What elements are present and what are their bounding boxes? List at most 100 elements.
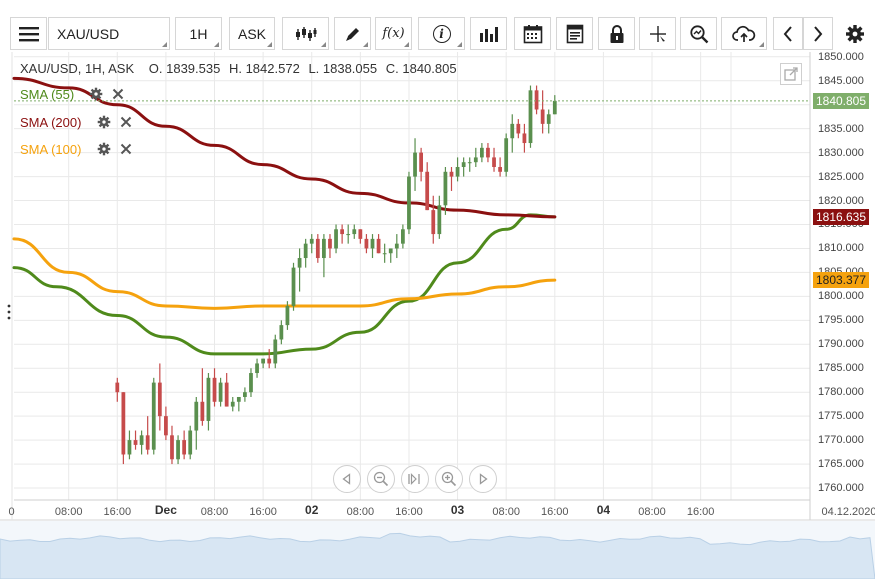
time-tick-label: 16:00 <box>395 506 423 518</box>
candle <box>473 147 478 167</box>
candle <box>540 90 545 134</box>
price-tick-label: 1795.000 <box>818 314 864 327</box>
candle <box>243 387 247 402</box>
dropdown-corner-icon <box>759 42 764 47</box>
candle-body <box>498 166 502 172</box>
legend-sma-200[interactable]: SMA (200) <box>20 113 132 131</box>
draw-tool-button[interactable] <box>334 17 371 50</box>
sma-200-settings-gear-icon[interactable] <box>96 114 112 130</box>
candle-body <box>479 147 484 158</box>
candle <box>449 166 454 191</box>
sma-100-settings-gear-icon[interactable] <box>96 141 112 157</box>
candle <box>455 157 460 182</box>
candle-body <box>467 162 472 164</box>
candle-body <box>401 229 405 244</box>
volume-button[interactable] <box>470 17 507 50</box>
ohlc-readout: XAU/USD, 1H, ASK O. 1839.535 H. 1842.572… <box>20 61 462 76</box>
pan-right-button[interactable] <box>469 465 497 493</box>
candle-body <box>164 416 168 436</box>
pan-left-button[interactable] <box>333 465 361 493</box>
zoom-button[interactable] <box>680 17 717 50</box>
calendar-button[interactable] <box>514 17 551 50</box>
candle-body <box>334 229 338 249</box>
menu-button[interactable] <box>10 17 47 50</box>
dropdown-corner-icon <box>321 42 326 47</box>
candle-body <box>322 238 326 259</box>
candle <box>309 234 314 254</box>
price-type-label: ASK <box>237 25 266 42</box>
dropdown-corner-icon <box>267 42 272 47</box>
candle-body <box>206 377 211 421</box>
candle <box>364 234 369 254</box>
candle-body <box>413 152 417 177</box>
time-tick-label: 0 <box>8 506 15 518</box>
cloud-upload-icon <box>732 25 756 42</box>
candle <box>139 430 144 455</box>
reset-view-button[interactable] <box>401 465 429 493</box>
candle <box>218 377 223 407</box>
zoom-in-button[interactable] <box>435 465 463 493</box>
candle-body <box>364 238 369 249</box>
candle <box>504 133 509 177</box>
candle-body <box>407 176 411 230</box>
indicators-button[interactable]: f(x) <box>375 17 412 50</box>
settings-button[interactable] <box>838 17 871 50</box>
sma-100-price-tag: 1803.377 <box>813 272 869 289</box>
candle <box>516 119 521 139</box>
timeframe-selector[interactable]: 1H <box>175 17 222 50</box>
sma-line-100 <box>12 237 557 310</box>
dropdown-corner-icon <box>404 42 409 47</box>
candle-body <box>425 171 430 211</box>
symbol-selector[interactable]: XAU/USD <box>48 17 170 50</box>
price-tick-label: 1800.000 <box>818 290 864 303</box>
zoom-out-button[interactable] <box>367 465 395 493</box>
sma-55-remove-close-icon[interactable] <box>110 86 126 102</box>
candle <box>121 392 126 465</box>
candle <box>315 234 320 263</box>
candle <box>236 396 241 412</box>
candle <box>552 95 557 115</box>
candle <box>340 224 345 244</box>
candle-body <box>431 210 436 235</box>
overview-navigator[interactable] <box>0 521 875 579</box>
candle-body <box>473 157 478 163</box>
crosshair-button[interactable] <box>639 17 676 50</box>
cloud-button[interactable] <box>721 17 767 50</box>
candle-body <box>419 152 423 172</box>
legend-sma-55[interactable]: SMA (55) <box>20 85 124 103</box>
candle <box>285 301 290 330</box>
scroll-left-button[interactable] <box>773 17 803 50</box>
candle <box>194 396 199 450</box>
chart-type-button[interactable] <box>282 17 329 50</box>
magnifier-chart-icon <box>689 24 708 43</box>
lock-button[interactable] <box>598 17 635 50</box>
candle-body <box>230 401 235 407</box>
document-icon <box>566 24 583 43</box>
candle <box>376 234 381 254</box>
sma-200-price-tag: 1816.635 <box>813 208 869 225</box>
candle-body <box>352 229 357 235</box>
candle-body <box>522 133 527 144</box>
sma-200-remove-close-icon[interactable] <box>118 114 134 130</box>
expand-chart-button[interactable] <box>780 63 802 85</box>
scroll-right-button[interactable] <box>803 17 833 50</box>
dropdown-corner-icon <box>214 42 219 47</box>
candle <box>334 224 338 254</box>
crosshair-icon <box>649 25 666 42</box>
sma-55-settings-gear-icon[interactable] <box>88 86 104 102</box>
last-price-tag: 1840.805 <box>813 92 869 109</box>
function-icon: f(x) <box>382 26 405 41</box>
candle <box>437 195 442 239</box>
sma-100-remove-close-icon[interactable] <box>118 141 134 157</box>
info-button[interactable]: i <box>418 17 465 50</box>
panel-drag-handle[interactable] <box>6 303 12 321</box>
timeframe-label: 1H <box>189 25 208 42</box>
price-type-selector[interactable]: ASK <box>229 17 275 50</box>
price-tick-label: 1810.000 <box>818 242 864 255</box>
dropdown-corner-icon <box>363 42 368 47</box>
candle-body <box>279 325 284 340</box>
templates-button[interactable] <box>556 17 593 50</box>
legend-sma-100[interactable]: SMA (100) <box>20 140 132 158</box>
